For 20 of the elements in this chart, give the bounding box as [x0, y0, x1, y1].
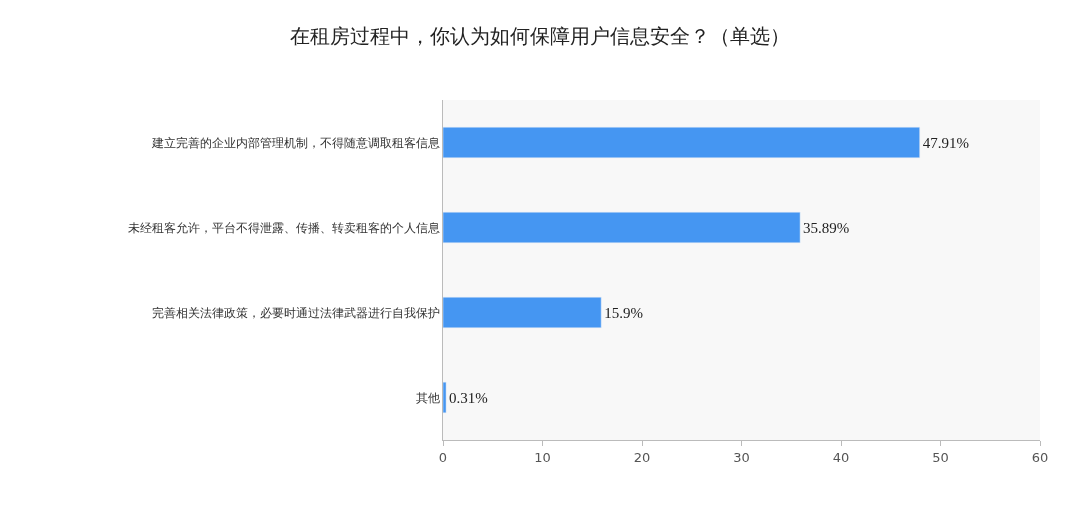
- x-tick-label: 10: [534, 449, 551, 465]
- y-tick-label: 未经租客允许，平台不得泄露、传播、转卖租客的个人信息: [127, 220, 440, 235]
- data-label: 0.31%: [449, 389, 488, 406]
- y-tick-label: 完善相关法律政策，必要时通过法律武器进行自我保护: [151, 305, 440, 320]
- chart-title: 在租房过程中，你认为如何保障用户信息安全？（单选）: [290, 23, 790, 48]
- y-tick-label: 建立完善的企业内部管理机制，不得随意调取租客信息: [150, 135, 440, 150]
- x-tick-label: 0: [438, 449, 448, 465]
- x-tick-label: 60: [1031, 449, 1049, 465]
- x-tick-label: 20: [633, 449, 651, 465]
- x-tick-label: 50: [932, 449, 949, 465]
- data-label: 35.89%: [803, 219, 850, 236]
- bar: [443, 381, 447, 414]
- bar: [443, 211, 801, 244]
- x-tick-label: 40: [832, 449, 850, 465]
- bar: [443, 296, 602, 329]
- y-tick-label: 其他: [415, 390, 440, 405]
- bar: [443, 126, 920, 159]
- data-label: 47.91%: [922, 134, 969, 151]
- data-label: 15.9%: [604, 304, 643, 321]
- x-tick-label: 30: [733, 449, 750, 465]
